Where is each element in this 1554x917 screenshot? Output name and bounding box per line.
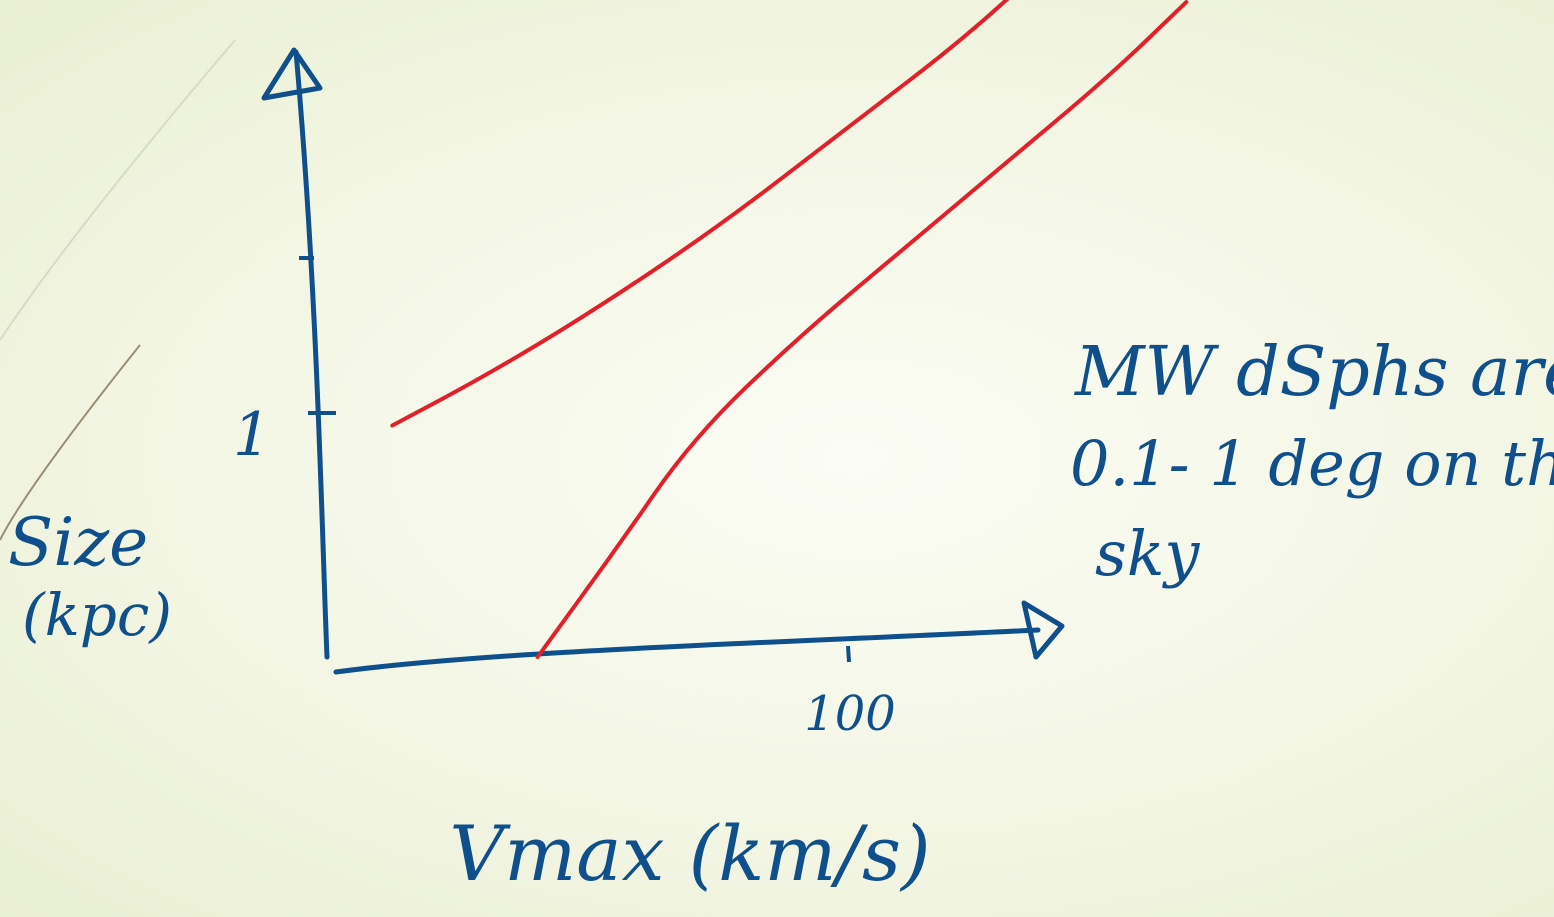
y-tick-label: 1 (233, 400, 271, 470)
series-line-2 (535, 0, 1189, 659)
series-line-1 (390, 0, 1010, 428)
y-axis-arrowhead (261, 47, 323, 101)
x-tick-mark (846, 645, 851, 663)
annotation-line-1: MW dSphs are (1073, 333, 1554, 412)
x-tick-label: 100 (804, 686, 896, 742)
x-axis-arrowhead (1021, 600, 1065, 660)
chart: 1 100 Size (kpc) Vmax (km/s) (8, 0, 1189, 898)
decor-swoosh-outer (0, 39, 236, 341)
y-axis-label-line1: Size (8, 504, 148, 581)
decor-swoosh-inner (0, 344, 141, 541)
x-axis (333, 627, 1041, 675)
x-axis-label: Vmax (km/s) (449, 809, 930, 898)
y-axis-label-line2: (kpc) (22, 581, 172, 649)
annotation-line-2: 0.1- 1 deg on the (1070, 427, 1554, 500)
y-axis (293, 49, 330, 660)
annotation: MW dSphs are 0.1- 1 deg on the sky (1070, 333, 1554, 590)
series-layer (390, 0, 1189, 659)
annotation-line-3: sky (1095, 517, 1200, 590)
